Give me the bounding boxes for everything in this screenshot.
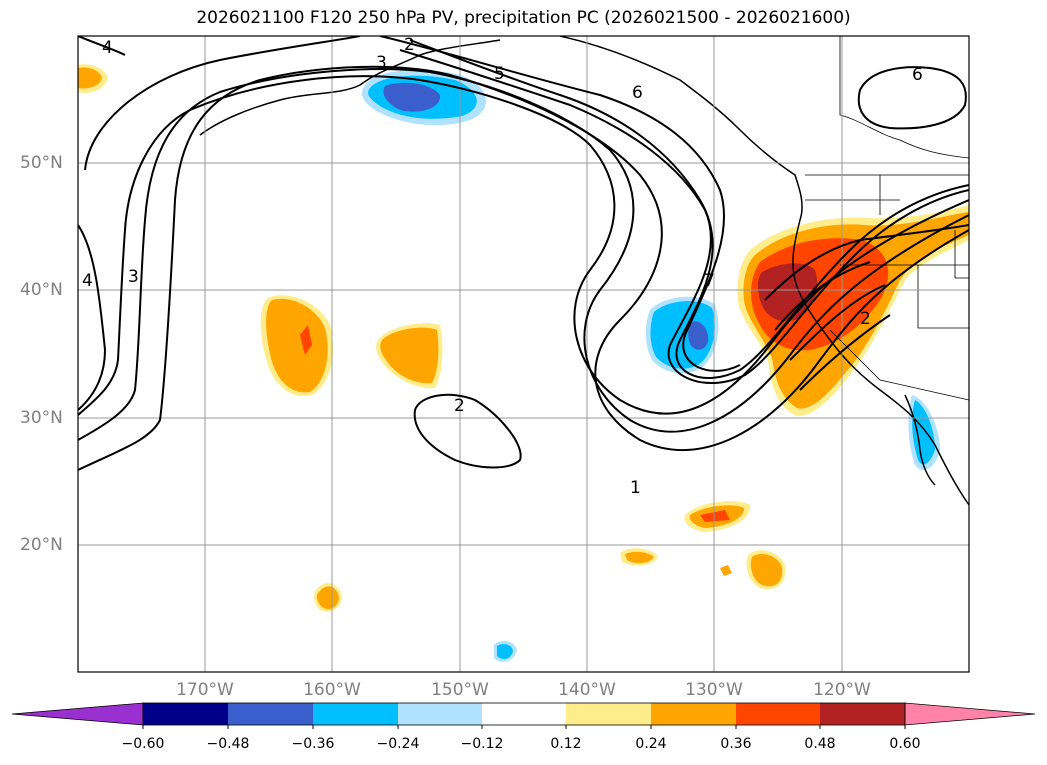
colorbar-tick-label: −0.24 — [376, 736, 420, 752]
colorbar-cell — [482, 703, 566, 725]
lat-label-40n: 40°N — [20, 280, 63, 300]
contour-label-1: 1 — [630, 478, 641, 498]
contour-label-2-top: 2 — [404, 35, 415, 55]
pv-contours — [78, 36, 969, 471]
lon-label-140w: 140°W — [558, 680, 616, 700]
lat-label-30n: 30°N — [20, 408, 63, 428]
contour-label-6-east: 6 — [912, 65, 923, 85]
colorbar-tick-label: 0.36 — [720, 736, 752, 752]
contour-label-2: 2 — [454, 396, 465, 416]
contour-label-7: 7 — [704, 271, 715, 291]
precip-shading — [78, 64, 969, 662]
contour-label-3: 3 — [128, 267, 139, 287]
contour-label-3-top: 3 — [376, 53, 387, 73]
colorbar-frame — [142, 702, 906, 726]
colorbar-tick-label: 0.60 — [889, 736, 921, 752]
map-frame — [77, 35, 970, 673]
contour-label-4: 4 — [82, 271, 93, 291]
contour-label-5: 5 — [494, 64, 505, 84]
colorbar-tick-label: 0.48 — [804, 736, 836, 752]
borders — [805, 36, 969, 401]
lon-label-160w: 160°W — [303, 680, 361, 700]
lon-label-170w: 170°W — [176, 680, 234, 700]
pv-contour-labels: 1 2 3 4 4 5 6 6 7 2 3 2 — [82, 35, 923, 498]
colorbar-tick-label: 0.24 — [635, 736, 667, 752]
lat-label-20n: 20°N — [20, 535, 63, 555]
colorbar-cell — [651, 703, 736, 725]
colorbar-cell — [820, 703, 905, 725]
colorbar-tick-label: −0.36 — [291, 736, 335, 752]
figure-title: 2026021100 F120 250 hPa PV, precipitatio… — [196, 8, 851, 28]
colorbar-cell — [228, 703, 313, 725]
contour-label-2-east: 2 — [860, 309, 871, 329]
colorbar-max-extend — [904, 702, 1036, 726]
lat-label-50n: 50°N — [20, 153, 63, 173]
lon-label-130w: 130°W — [685, 680, 743, 700]
colorbar-tick-label: −0.48 — [206, 736, 250, 752]
colorbar-tick-label: 0.12 — [550, 736, 582, 752]
colorbar-tick-label: −0.12 — [460, 736, 504, 752]
contour-label-6: 6 — [632, 83, 643, 103]
colorbar-cell — [736, 703, 820, 725]
colorbar-tick-label: −0.60 — [121, 736, 165, 752]
coastlines — [199, 36, 969, 506]
contour-label-4-top: 4 — [102, 38, 113, 58]
colorbar-cell — [143, 703, 228, 725]
lon-label-150w: 150°W — [431, 680, 489, 700]
colorbar — [11, 702, 1036, 729]
colorbar-cell — [398, 703, 482, 725]
lon-label-120w: 120°W — [813, 680, 871, 700]
colorbar-cell — [313, 703, 398, 725]
colorbar-min-extend — [11, 702, 144, 726]
colorbar-cell — [566, 703, 651, 725]
